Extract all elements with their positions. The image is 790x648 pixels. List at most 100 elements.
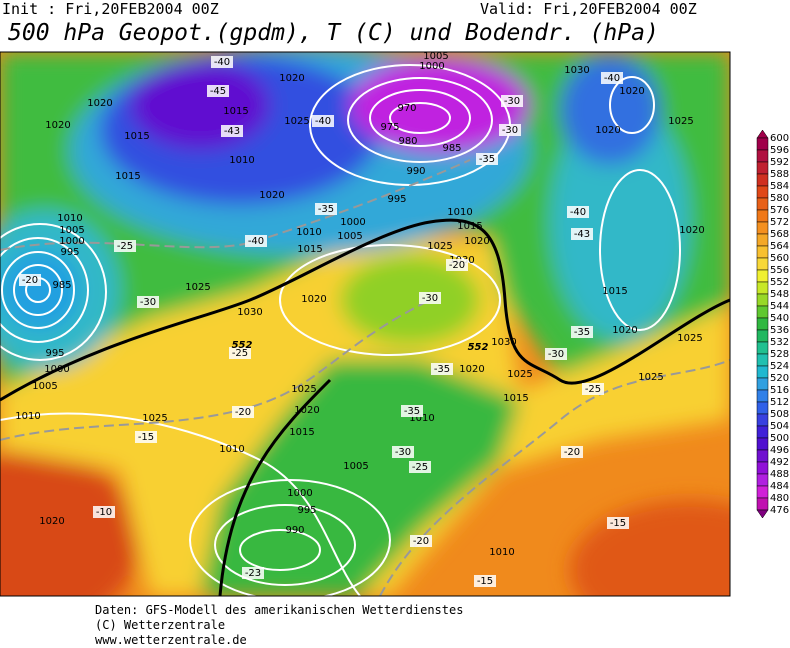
isobar-label: 1015 [124,131,149,142]
colorbar-label: 600 [770,133,789,144]
isotherm-label: -35 [434,364,450,375]
isotherm-label-box [312,115,334,127]
isotherm-label: -43 [224,126,240,137]
isobar-label: 1020 [595,125,620,136]
colorbar-swatch [756,269,769,283]
isobar-label: 995 [387,194,406,205]
isobar-label: 970 [397,103,416,114]
colorbar-swatch [756,461,769,475]
isotherm-label: -40 [604,73,620,84]
isotherm-label-box [232,406,254,418]
isobar-label: 1020 [301,294,326,305]
colorbar-label: 580 [770,193,789,204]
isobar-label: 1015 [115,171,140,182]
isotherm-label: -20 [564,447,580,458]
colorbar-label: 504 [770,421,789,432]
isobar-label: 1020 [459,364,484,375]
colorbar-label: 540 [770,313,789,324]
isotherm-label: -25 [232,348,248,359]
isotherm-label-box [567,206,589,218]
colorbar-label: 564 [770,241,789,252]
isobar-label: 1025 [284,116,309,127]
isotherm-label: -30 [548,349,564,360]
isotherm-label-box [545,348,567,360]
isotherm-label: -20 [413,536,429,547]
colorbar-label: 560 [770,253,789,264]
isotherm-label: -43 [574,229,590,240]
isobar-label: 1030 [491,337,516,348]
colorbar-swatch [756,317,769,331]
isotherm-label-box [229,347,251,359]
isotherm-label: -35 [404,406,420,417]
isotherm-label: -25 [117,241,133,252]
isotherm-label-box [211,56,233,68]
isotherm-label-box [571,228,593,240]
isotherm-label-box [571,326,593,338]
colorbar-label: 520 [770,373,789,384]
colorbar-label: 496 [770,445,789,456]
footer-line: (C) Wetterzentrale [95,618,225,632]
isotherm-label: -25 [412,462,428,473]
isobar-label: 1025 [507,369,532,380]
colorbar-swatch [756,401,769,415]
isobar-label: 1025 [638,372,663,383]
colorbar-swatch [756,305,769,319]
isotherm-label-box [242,567,264,579]
isobar-label: 1020 [259,190,284,201]
isobar-label: 1020 [39,516,64,527]
isotherm-label-box [221,125,243,137]
colorbar-label: 524 [770,361,789,372]
colorbar-swatch [756,413,769,427]
isobar-label: 1020 [87,98,112,109]
colorbar-swatch [756,497,769,511]
isobar-label: 1025 [142,413,167,424]
map-frame [0,51,731,597]
isobar-label: 1020 [45,120,70,131]
footer-line: Daten: GFS-Modell des amerikanischen Wet… [95,603,463,617]
isotherm-label-box [474,575,496,587]
isobar-label: 1010 [409,413,434,424]
isotherm-label-box [501,95,523,107]
colorbar-label: 552 [770,277,789,288]
isotherm-label: -35 [574,327,590,338]
isotherm-label: -40 [315,116,331,127]
isobar-label: 1015 [503,393,528,404]
isobar-label: 1010 [219,444,244,455]
isobar-label: 1000 [59,236,84,247]
isotherm-label: -35 [479,154,495,165]
colorbar-swatch [756,257,769,271]
isotherm-label: -30 [140,297,156,308]
colorbar-swatch [756,293,769,307]
isobar-label: 990 [406,166,425,177]
colorbar-label: 556 [770,265,789,276]
isotherm-label: -35 [318,204,334,215]
map-field: 1020 1020 1015 1015 1010 1005 1000 995 985 1025 99… [0,51,730,596]
isobar-label: 1030 [237,307,262,318]
colorbar-swatch [756,233,769,247]
isobar-label: 985 [442,143,461,154]
isotherm-label-box [392,446,414,458]
colorbar-swatch [756,329,769,343]
isotherm-label-box [137,296,159,308]
isotherm-label: -30 [502,125,518,136]
isobar-label: 1015 [457,221,482,232]
colorbar-cap [756,129,769,139]
isobar-label: 1005 [343,461,368,472]
isobar-label: 1020 [279,73,304,84]
colorbar-swatch [756,365,769,379]
colorbar-swatch [756,137,769,151]
isotherm-label: -40 [214,57,230,68]
isotherm-label: -23 [245,568,261,579]
isobar-label: 1005 [423,51,448,62]
colorbar-swatch [756,173,769,187]
isobar-label: 1010 [57,213,82,224]
colorbar-label: 480 [770,493,789,504]
isotherm-label-box [446,259,468,271]
isobar-label: 1010 [229,155,254,166]
colorbar-swatch [756,161,769,175]
isotherm-label: -15 [610,518,626,529]
isotherm-label: -30 [504,96,520,107]
isobar-label: 1010 [447,207,472,218]
colorbar-label: 516 [770,385,789,396]
